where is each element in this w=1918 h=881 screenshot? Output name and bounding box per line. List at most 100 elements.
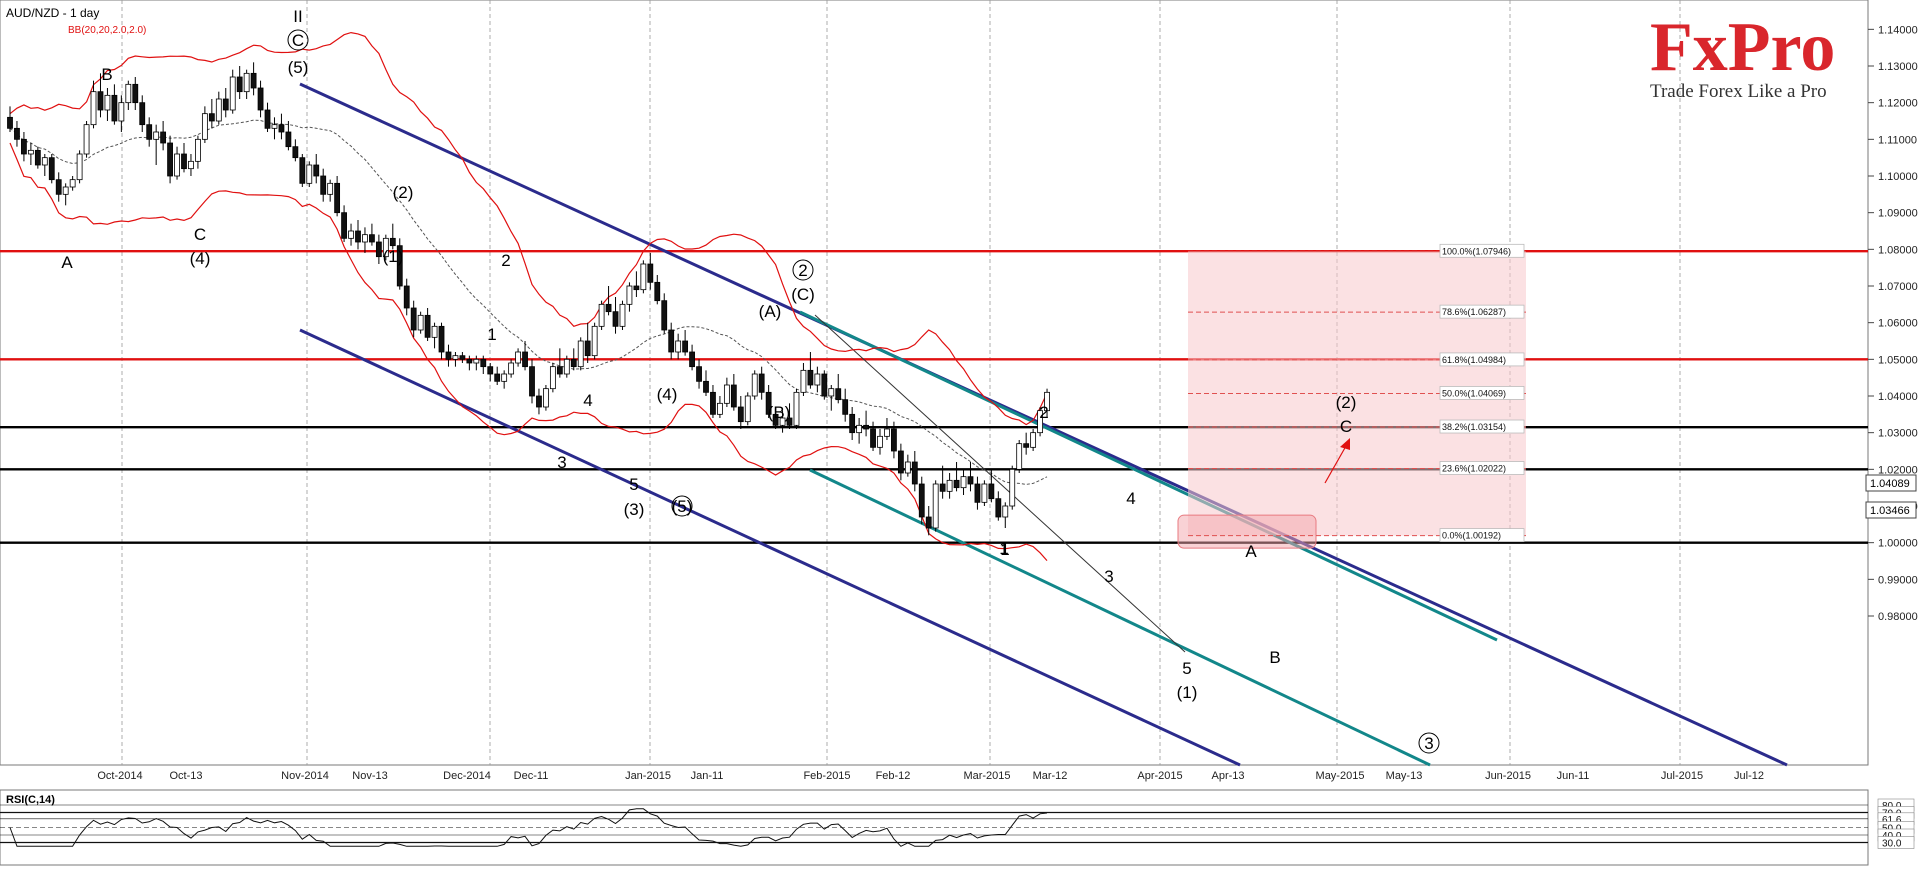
candle-body-29: [208, 113, 215, 122]
fxpro-tagline: Trade Forex Like a Pro: [1650, 81, 1827, 102]
candle-body-113: [793, 391, 800, 426]
candle-body-42: [299, 157, 306, 184]
candle-body-48: [341, 212, 347, 239]
wave-circle-2: [792, 259, 814, 281]
wave-label-13: 5: [629, 475, 638, 494]
candle-body-41: [292, 146, 299, 159]
candle-body-28: [201, 113, 208, 140]
candle-body-148: [1037, 410, 1043, 434]
candle-body-66: [466, 358, 473, 364]
wave-label-29: B: [1269, 648, 1280, 667]
x-tick-label-7: Jan-11: [691, 770, 724, 782]
wave-label-19: (C): [791, 285, 815, 304]
candle-body-102: [717, 402, 723, 415]
fib-label-2: 61.8%(1.04984): [1442, 355, 1506, 365]
candle-body-103: [723, 384, 730, 404]
candle-body-126: [884, 428, 890, 437]
wave-label-14: (3): [624, 500, 645, 519]
y-tick-label-1: 1.13000: [1878, 61, 1918, 73]
y-tick-label-0: 1.14000: [1878, 24, 1918, 36]
wave-label-10: 1: [487, 325, 496, 344]
candle-body-146: [1023, 443, 1030, 448]
candle-body-95: [668, 329, 675, 353]
x-axis: Oct-2014 Oct-13 Nov-2014 Nov-13 Dec-2014 Dec-…: [97, 770, 1764, 782]
rsi-indicator: 80.070.061.650.040.030.0: [0, 798, 1915, 850]
candle-body-4: [34, 149, 41, 166]
candle-body-96: [675, 340, 682, 353]
candle-body-94: [661, 300, 668, 331]
candle-body-119: [835, 388, 842, 401]
wave-label-30: (2): [1336, 393, 1357, 412]
y-tick-label-4: 1.10000: [1878, 171, 1918, 183]
candle-body-46: [327, 182, 334, 195]
candle-body-97: [682, 340, 689, 353]
wave-label-28: A: [1245, 542, 1257, 561]
price-tag-1: 1.03466: [1870, 505, 1910, 517]
candle-body-74: [522, 351, 528, 368]
candle-body-125: [877, 435, 883, 448]
candle-body-131: [918, 483, 925, 518]
x-tick-label-9: Feb-12: [876, 770, 911, 782]
wave-label-22: 2: [1039, 403, 1048, 422]
wave-label-21: (B): [768, 403, 791, 422]
candle-body-115: [807, 369, 814, 386]
candle-body-90: [633, 285, 640, 291]
candle-body-109: [765, 391, 772, 415]
candle-body-67: [473, 358, 480, 364]
fib-label-box-1: [1439, 304, 1525, 319]
candle-body-31: [222, 98, 229, 111]
fib-label-0: 100.0%(1.07946): [1442, 246, 1511, 256]
candle-body-13: [97, 91, 104, 111]
wave-label-4: A: [61, 253, 73, 272]
main-plot-frame: [0, 0, 1869, 766]
price-tag-box-0: [1865, 474, 1917, 492]
rsi-level-box-5: [1877, 836, 1915, 849]
candle-body-104: [730, 384, 737, 408]
candle-body-132: [925, 516, 932, 529]
wave-label-0: II: [293, 7, 302, 26]
candle-body-55: [389, 237, 396, 247]
candle-body-19: [139, 102, 146, 126]
candle-body-56: [396, 245, 403, 287]
x-tick-label-6: Jan-2015: [625, 770, 671, 782]
wave-label-31: C: [1340, 417, 1352, 436]
candle-body-130: [911, 461, 918, 485]
candle-body-123: [863, 424, 869, 430]
candle-body-25: [181, 153, 187, 170]
candle-body-87: [612, 311, 619, 327]
candle-body-69: [487, 366, 494, 375]
candle-body-65: [459, 355, 466, 360]
candle-body-145: [1016, 443, 1023, 470]
fib-label-box-2: [1439, 352, 1525, 367]
candle-body-53: [375, 241, 382, 258]
candles: [7, 62, 1050, 536]
symbol-title: AUD/NZD - 1 day: [6, 6, 99, 20]
candle-body-107: [751, 373, 758, 397]
x-tick-label-2: Nov-2014: [281, 770, 329, 782]
candle-body-112: [786, 417, 793, 426]
wave-label-25: 4: [1126, 489, 1135, 508]
candle-body-118: [828, 388, 835, 397]
candle-body-89: [626, 285, 633, 305]
candle-body-64: [452, 355, 459, 360]
candle-body-110: [772, 413, 779, 426]
price-tag-0: 1.04089: [1870, 478, 1910, 490]
candle-body-140: [981, 483, 988, 503]
candle-body-117: [821, 373, 828, 397]
y-tick-label-2: 1.12000: [1878, 98, 1918, 110]
x-tick-label-14: May-2015: [1316, 770, 1365, 782]
wave-label-23: 1: [1000, 540, 1009, 559]
projection-arrow-line: [1324, 445, 1347, 484]
indicator-label: BB(20,20,2.0,2.0): [68, 25, 146, 36]
candle-body-17: [125, 83, 132, 104]
candle-body-124: [870, 428, 876, 448]
rsi-level-label-2: 61.6: [1882, 815, 1902, 826]
candle-body-71: [501, 373, 508, 382]
x-tick-label-13: Apr-13: [1211, 770, 1244, 782]
candle-body-134: [939, 483, 946, 492]
candle-body-73: [515, 351, 521, 364]
candle-body-35: [250, 72, 257, 89]
wave-labels: II C (5) B A C (4) (2) (1) 2 1 4 3 5 (3) (5) 1 (4) 2 (C) (A)…: [61, 7, 1440, 754]
candle-body-60: [424, 314, 431, 338]
